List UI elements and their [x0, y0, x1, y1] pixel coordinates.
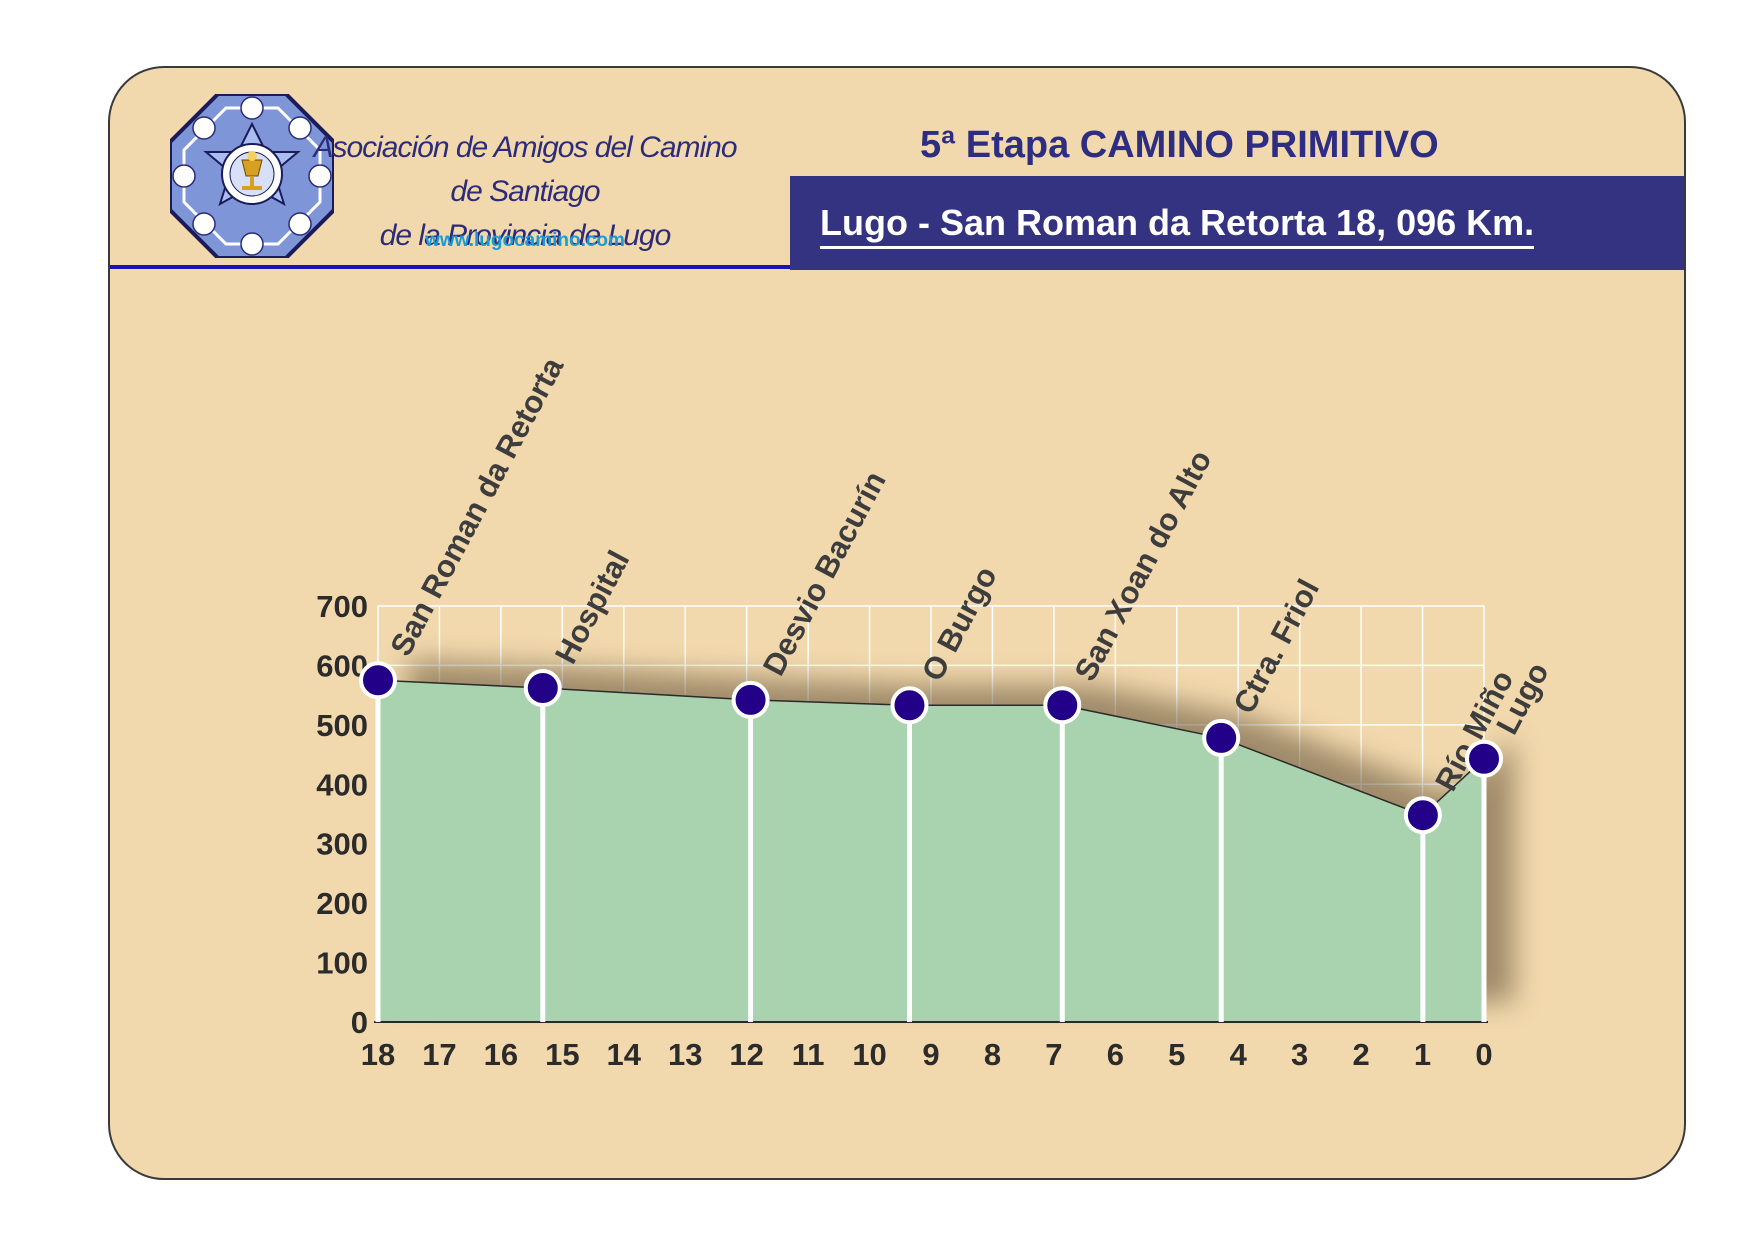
association-name: Asociación de Amigos del Camino de Santi… [300, 126, 750, 258]
header-divider [110, 265, 1015, 269]
y-tick-label: 200 [316, 886, 368, 921]
association-name-line1: Asociación de Amigos del Camino de Santi… [313, 131, 737, 208]
route-banner: Lugo - San Roman da Retorta 18, 096 Km. [790, 176, 1684, 270]
y-tick-label: 500 [316, 708, 368, 743]
waypoint-marker [1202, 718, 1241, 757]
y-tick-label: 700 [316, 589, 368, 624]
x-tick-label: 16 [484, 1037, 518, 1072]
waypoint-marker [1043, 686, 1082, 725]
x-tick-label: 8 [984, 1037, 1001, 1072]
x-tick-label: 1 [1414, 1037, 1431, 1072]
x-tick-label: 14 [607, 1037, 642, 1072]
x-tick-label: 4 [1230, 1037, 1248, 1072]
x-tick-label: 3 [1291, 1037, 1308, 1072]
x-tick-label: 11 [792, 1037, 825, 1072]
x-tick-label: 12 [729, 1037, 763, 1072]
x-tick-label: 2 [1352, 1037, 1369, 1072]
x-tick-label: 13 [668, 1037, 702, 1072]
x-tick-label: 7 [1045, 1037, 1062, 1072]
x-tick-label: 6 [1107, 1037, 1124, 1072]
y-tick-label: 100 [316, 946, 368, 981]
profile-area [378, 680, 1484, 1022]
waypoint-marker [359, 661, 397, 700]
waypoint-label: San Roman da Retorta [383, 351, 570, 662]
association-logo-icon [170, 94, 334, 258]
y-tick-label: 300 [316, 827, 368, 862]
waypoint-marker [890, 686, 929, 725]
waypoint-label: O Burgo [915, 561, 1004, 687]
stage-title: 5ª Etapa CAMINO PRIMITIVO [920, 124, 1439, 166]
x-tick-label: 17 [422, 1037, 456, 1072]
waypoint-label: Desvio Bacurín [756, 465, 893, 681]
route-title: Lugo - San Roman da Retorta 18, 096 Km. [820, 202, 1535, 249]
waypoint-label: San Xoan do Alto [1068, 445, 1219, 687]
x-tick-label: 15 [545, 1037, 579, 1072]
waypoint-marker [731, 680, 770, 719]
y-tick-label: 400 [316, 767, 368, 802]
website-link[interactable]: www.lugocamino.com [425, 230, 625, 251]
waypoint-marker [523, 669, 562, 708]
waypoint-marker [1465, 739, 1503, 778]
association-name-line2: de la Provincia de Lugo [379, 219, 672, 252]
x-tick-label: 9 [922, 1037, 939, 1072]
x-tick-label: 0 [1475, 1037, 1492, 1072]
waypoint-label: Ctra. Friol [1226, 574, 1326, 720]
y-tick-label: 0 [351, 1005, 368, 1040]
waypoint-marker [1403, 796, 1442, 835]
x-tick-label: 18 [361, 1037, 395, 1072]
x-tick-label: 10 [852, 1037, 886, 1072]
x-tick-label: 5 [1168, 1037, 1185, 1072]
